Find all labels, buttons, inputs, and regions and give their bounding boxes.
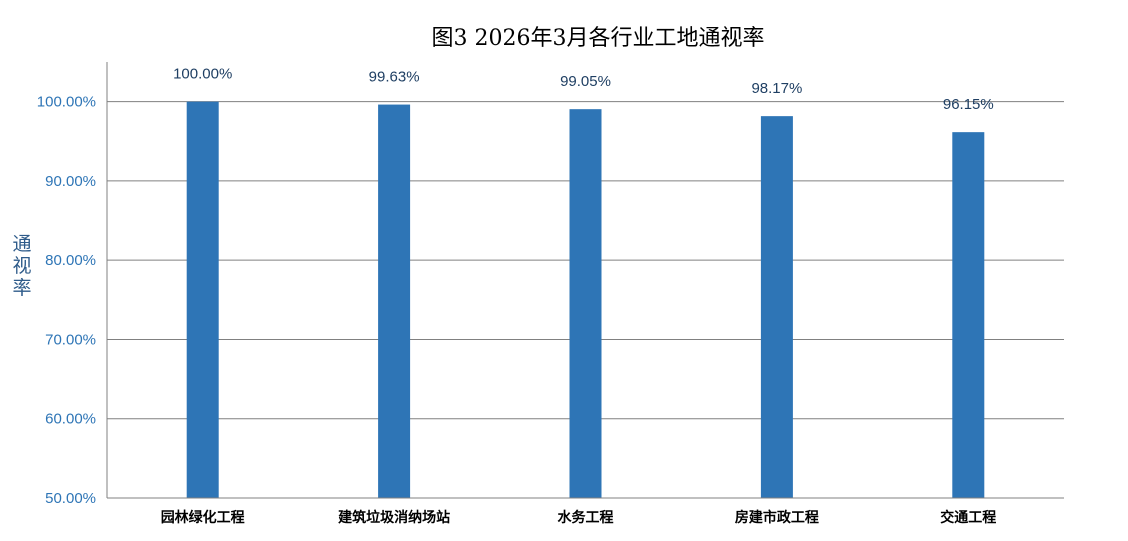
chart-title: 图3 2026年3月各行业工地通视率 xyxy=(432,26,765,51)
y-tick-labels: 50.00% 60.00% 70.00% 80.00% 90.00% 100.00% xyxy=(37,94,96,507)
bar xyxy=(952,132,985,498)
y-axis-label: 通视率 xyxy=(12,233,31,299)
y-tick-label: 90.00% xyxy=(45,173,96,190)
data-label: 99.63% xyxy=(369,69,420,86)
category-label: 建筑垃圾消纳场站 xyxy=(338,509,450,526)
y-tick-label: 100.00% xyxy=(37,94,96,111)
y-tick-label: 80.00% xyxy=(45,252,96,269)
y-tick-label: 50.00% xyxy=(45,490,96,507)
category-label: 交通工程 xyxy=(940,509,996,526)
category-label: 水务工程 xyxy=(558,509,614,526)
data-label: 99.05% xyxy=(560,73,611,90)
bars xyxy=(186,101,985,499)
bar xyxy=(569,109,602,499)
category-labels: 园林绿化工程 建筑垃圾消纳场站 水务工程 房建市政工程 交通工程 xyxy=(161,509,997,526)
bar xyxy=(378,104,411,498)
data-labels: 100.00% 99.63% 99.05% 98.17% 96.15% xyxy=(173,66,994,114)
category-label: 房建市政工程 xyxy=(735,509,819,526)
y-tick-label: 70.00% xyxy=(45,331,96,348)
bar xyxy=(760,116,793,498)
category-label: 园林绿化工程 xyxy=(161,509,245,526)
data-label: 96.15% xyxy=(943,96,994,113)
data-label: 100.00% xyxy=(173,66,232,83)
y-tick-label: 60.00% xyxy=(45,411,96,428)
data-label: 98.17% xyxy=(751,80,802,97)
bar xyxy=(186,101,219,499)
